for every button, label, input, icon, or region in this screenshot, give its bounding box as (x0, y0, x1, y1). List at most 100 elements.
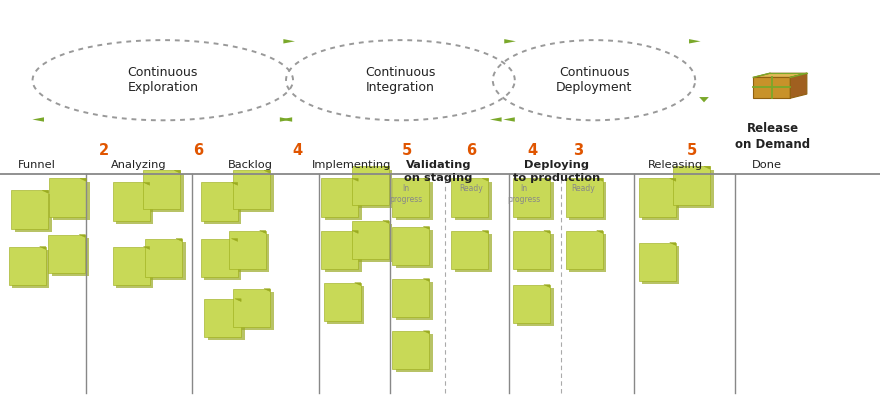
Polygon shape (504, 39, 516, 43)
FancyBboxPatch shape (392, 279, 429, 317)
Polygon shape (79, 235, 85, 237)
Polygon shape (235, 299, 241, 302)
FancyBboxPatch shape (566, 231, 603, 269)
Polygon shape (352, 231, 358, 233)
FancyBboxPatch shape (325, 234, 362, 272)
Polygon shape (280, 117, 291, 122)
Polygon shape (700, 97, 709, 102)
Text: Analyzing: Analyzing (111, 160, 167, 170)
FancyBboxPatch shape (642, 182, 679, 220)
Polygon shape (143, 247, 150, 249)
FancyBboxPatch shape (204, 186, 241, 224)
FancyBboxPatch shape (451, 178, 488, 217)
FancyBboxPatch shape (451, 231, 488, 269)
FancyBboxPatch shape (145, 239, 182, 277)
Polygon shape (490, 117, 502, 122)
Polygon shape (283, 39, 295, 43)
FancyBboxPatch shape (753, 77, 790, 98)
Polygon shape (260, 231, 266, 233)
FancyBboxPatch shape (569, 234, 606, 272)
FancyBboxPatch shape (356, 224, 392, 262)
Polygon shape (544, 178, 550, 181)
FancyBboxPatch shape (204, 299, 241, 337)
Polygon shape (503, 117, 515, 122)
FancyBboxPatch shape (53, 182, 90, 220)
Polygon shape (544, 231, 550, 233)
Polygon shape (482, 178, 488, 181)
FancyBboxPatch shape (327, 286, 364, 324)
FancyBboxPatch shape (673, 166, 710, 205)
FancyBboxPatch shape (149, 242, 186, 280)
Polygon shape (423, 178, 429, 181)
Polygon shape (383, 221, 389, 223)
Polygon shape (383, 166, 389, 169)
FancyBboxPatch shape (52, 238, 89, 276)
FancyBboxPatch shape (48, 235, 85, 273)
FancyBboxPatch shape (639, 178, 676, 217)
Polygon shape (174, 170, 180, 173)
FancyBboxPatch shape (455, 234, 492, 272)
Text: In
progress: In progress (507, 184, 540, 204)
FancyBboxPatch shape (11, 190, 48, 229)
FancyBboxPatch shape (352, 221, 389, 259)
Text: Backlog: Backlog (228, 160, 274, 170)
FancyBboxPatch shape (237, 292, 274, 330)
Polygon shape (281, 117, 292, 122)
Text: Ready: Ready (459, 184, 482, 193)
Text: Continuous
Deployment: Continuous Deployment (556, 66, 632, 94)
FancyBboxPatch shape (396, 282, 433, 320)
Text: 6: 6 (466, 143, 476, 158)
FancyBboxPatch shape (147, 174, 184, 212)
Polygon shape (264, 170, 270, 173)
Polygon shape (753, 73, 807, 77)
Text: Release
on Demand: Release on Demand (735, 122, 810, 151)
FancyBboxPatch shape (208, 302, 245, 340)
FancyBboxPatch shape (517, 182, 554, 220)
FancyBboxPatch shape (352, 166, 389, 205)
FancyBboxPatch shape (392, 227, 429, 265)
Polygon shape (355, 283, 361, 286)
Polygon shape (423, 227, 429, 229)
Text: Continuous
Exploration: Continuous Exploration (128, 66, 198, 94)
Text: In
progress: In progress (389, 184, 422, 204)
FancyBboxPatch shape (569, 182, 606, 220)
Text: 4: 4 (292, 143, 303, 158)
FancyBboxPatch shape (321, 231, 358, 269)
FancyBboxPatch shape (396, 334, 433, 372)
FancyBboxPatch shape (201, 182, 238, 221)
Text: 3: 3 (573, 143, 583, 158)
Text: Releasing: Releasing (649, 160, 703, 170)
FancyBboxPatch shape (396, 182, 433, 220)
FancyBboxPatch shape (113, 182, 150, 221)
Polygon shape (80, 178, 86, 181)
FancyBboxPatch shape (455, 182, 492, 220)
FancyBboxPatch shape (639, 243, 676, 281)
FancyBboxPatch shape (229, 231, 266, 269)
FancyBboxPatch shape (642, 246, 679, 284)
FancyBboxPatch shape (143, 170, 180, 209)
Polygon shape (790, 73, 807, 98)
FancyBboxPatch shape (12, 250, 49, 288)
Polygon shape (689, 39, 700, 43)
FancyBboxPatch shape (116, 250, 153, 288)
Polygon shape (352, 178, 358, 181)
FancyBboxPatch shape (517, 234, 554, 272)
FancyBboxPatch shape (49, 178, 86, 217)
FancyBboxPatch shape (9, 247, 46, 285)
Text: 5: 5 (401, 143, 412, 158)
FancyBboxPatch shape (513, 178, 550, 217)
Text: Deploying
to production: Deploying to production (512, 160, 600, 183)
Polygon shape (231, 239, 238, 241)
Polygon shape (670, 243, 676, 245)
Text: 6: 6 (193, 143, 203, 158)
Text: Done: Done (752, 160, 782, 170)
FancyBboxPatch shape (233, 289, 270, 327)
FancyBboxPatch shape (513, 231, 550, 269)
Text: Implementing: Implementing (312, 160, 392, 170)
Polygon shape (597, 178, 603, 181)
FancyBboxPatch shape (232, 234, 269, 272)
FancyBboxPatch shape (204, 242, 241, 280)
Text: Continuous
Integration: Continuous Integration (365, 66, 436, 94)
Polygon shape (40, 247, 46, 249)
FancyBboxPatch shape (321, 178, 358, 217)
